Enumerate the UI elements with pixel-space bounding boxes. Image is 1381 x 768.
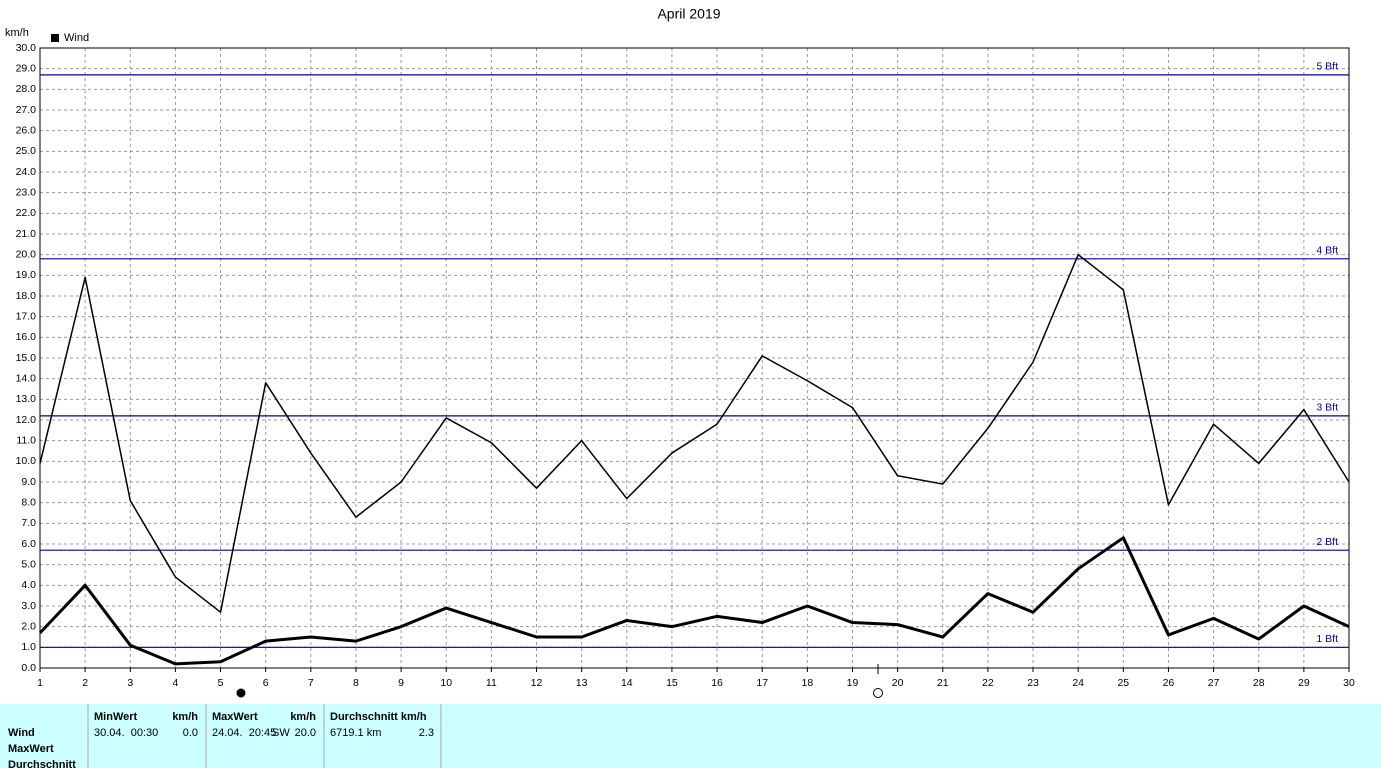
x-tick-label: 12	[531, 677, 543, 689]
y-tick-label: 7.0	[21, 517, 36, 529]
plot-frame	[39, 47, 1350, 669]
cell: 30.04. 00:30	[94, 727, 158, 739]
row-label: Durchschnitt	[8, 759, 76, 768]
y-tick-label: 23.0	[16, 186, 37, 198]
bft-label: 1 Bft	[1316, 633, 1338, 645]
y-tick-label: 24.0	[16, 166, 37, 178]
x-tick-label: 9	[398, 677, 404, 689]
x-tick-label: 17	[756, 677, 768, 689]
y-tick-label: 10.0	[16, 455, 37, 467]
x-tick-label: 20	[892, 677, 904, 689]
x-tick-label: 25	[1117, 677, 1129, 689]
y-tick-label: 2.0	[21, 620, 36, 632]
y-tick-label: 14.0	[16, 372, 37, 384]
series-line	[38, 536, 1350, 666]
row-label: Wind	[8, 727, 35, 739]
y-tick-label: 11.0	[16, 434, 36, 446]
x-tick-label: 7	[308, 677, 314, 689]
x-tick-label: 13	[576, 677, 588, 689]
cell: 2.3	[419, 727, 434, 739]
header: MinWert	[94, 711, 138, 723]
bft-label: 3 Bft	[1316, 402, 1338, 414]
stats-table: Wind MaxWert Durchschnitt MinWert km/h M…	[0, 704, 1381, 768]
cell: 20.0	[295, 727, 316, 739]
y-tick-label: 6.0	[21, 538, 36, 550]
moon-new	[873, 688, 883, 698]
y-tick-label: 3.0	[21, 600, 36, 612]
y-tick-label: 25.0	[16, 145, 37, 157]
x-tick-label: 10	[440, 677, 452, 689]
x-tick-label: 30	[1343, 677, 1355, 689]
row-label: MaxWert	[8, 743, 54, 755]
moon-full	[236, 688, 246, 698]
y-tick-label: 22.0	[16, 207, 37, 219]
header: Durchschnitt km/h	[330, 711, 427, 723]
y-tick-label: 16.0	[16, 331, 37, 343]
y-tick-label: 21.0	[16, 228, 37, 240]
bft-label: 2 Bft	[1316, 536, 1338, 548]
x-tick-label: 1	[37, 677, 43, 689]
y-axis-label: km/h	[5, 27, 29, 39]
y-tick-label: 9.0	[21, 476, 36, 488]
cell: 24.04. 20:45	[212, 727, 276, 739]
x-tick-label: 18	[802, 677, 814, 689]
x-tick-label: 26	[1163, 677, 1175, 689]
y-tick-label: 27.0	[16, 104, 37, 116]
x-tick-label: 4	[172, 677, 178, 689]
header: km/h	[290, 711, 316, 723]
y-tick-label: 17.0	[16, 310, 37, 322]
x-tick-label: 14	[621, 677, 633, 689]
table-background	[0, 704, 1381, 768]
x-tick-label: 16	[711, 677, 723, 689]
chart-title: April 2019	[657, 6, 720, 22]
x-tick-label: 21	[937, 677, 949, 689]
x-tick-label: 3	[127, 677, 133, 689]
y-tick-label: 8.0	[21, 496, 36, 508]
y-tick-label: 28.0	[16, 83, 37, 95]
header: km/h	[172, 711, 198, 723]
y-tick-label: 20.0	[16, 248, 37, 260]
legend-swatch	[51, 34, 59, 42]
x-tick-label: 15	[666, 677, 678, 689]
y-tick-label: 19.0	[16, 269, 37, 281]
cell: 0.0	[183, 727, 198, 739]
x-tick-label: 5	[218, 677, 224, 689]
y-tick-label: 15.0	[16, 352, 37, 364]
y-tick-label: 18.0	[16, 290, 37, 302]
y-tick-label: 13.0	[16, 393, 37, 405]
x-tick-label: 29	[1298, 677, 1310, 689]
cell: SW	[272, 727, 290, 739]
x-tick-label: 28	[1253, 677, 1265, 689]
x-tick-label: 23	[1027, 677, 1039, 689]
x-tick-label: 11	[486, 677, 497, 689]
y-tick-label: 1.0	[21, 641, 36, 653]
x-tick-label: 6	[263, 677, 269, 689]
header: MaxWert	[212, 711, 258, 723]
cell: 6719.1 km	[330, 727, 381, 739]
x-tick-label: 22	[982, 677, 994, 689]
y-tick-label: 30.0	[16, 42, 37, 54]
y-tick-label: 12.0	[16, 414, 37, 426]
y-tick-label: 29.0	[16, 62, 37, 74]
y-tick-label: 0.0	[21, 662, 36, 674]
x-tick-label: 19	[847, 677, 859, 689]
x-tick-label: 2	[82, 677, 88, 689]
x-tick-label: 8	[353, 677, 359, 689]
legend-label: Wind	[64, 32, 89, 44]
bft-label: 4 Bft	[1316, 245, 1338, 257]
y-tick-label: 26.0	[16, 124, 37, 136]
bft-label: 5 Bft	[1316, 61, 1338, 73]
y-tick-label: 4.0	[21, 579, 36, 591]
y-tick-label: 5.0	[21, 558, 36, 570]
series-line	[39, 253, 1350, 613]
x-tick-label: 27	[1208, 677, 1220, 689]
x-tick-label: 24	[1072, 677, 1084, 689]
